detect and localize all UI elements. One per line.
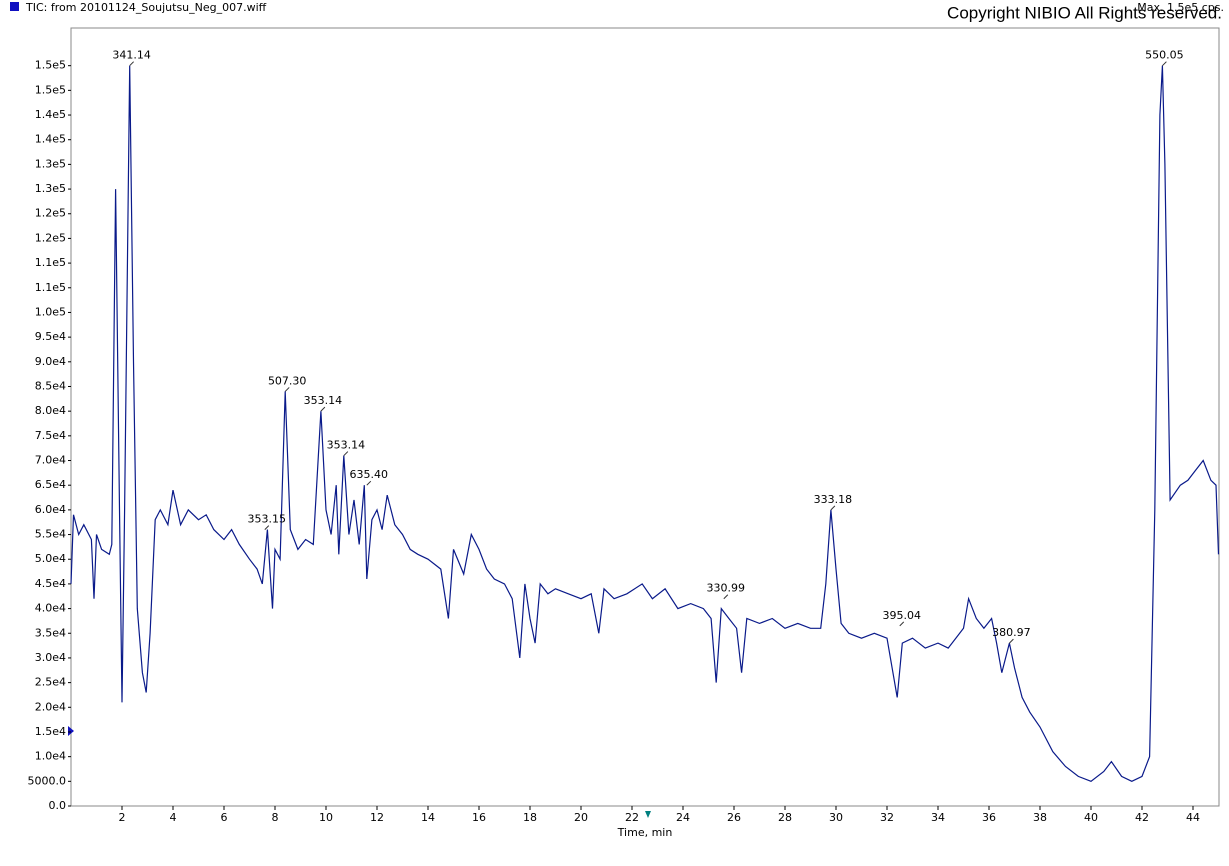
peak-label: 550.05 — [1145, 49, 1184, 62]
peak-label: 333.18 — [814, 493, 853, 506]
y-tick-label: 1.4e5 — [35, 133, 66, 146]
y-tick-label: 1.0e5 — [35, 305, 66, 318]
x-tick-label: 38 — [1033, 811, 1047, 824]
y-marker — [68, 726, 74, 736]
annotation-leader — [264, 525, 270, 530]
y-tick-label: 1.1e5 — [35, 256, 66, 269]
annotation-leader — [1009, 638, 1014, 644]
annotation-leader — [320, 406, 326, 412]
y-tick-label: 5000.0 — [28, 774, 67, 787]
annotation-leader — [343, 451, 349, 456]
annotation-leader — [284, 387, 290, 392]
y-tick-label: 0.0 — [49, 799, 67, 812]
peak-label: 395.04 — [883, 609, 922, 622]
annotation-leader — [129, 61, 135, 67]
peak-label: 507.30 — [268, 374, 307, 387]
y-tick-label: 5.0e4 — [35, 552, 66, 565]
peak-label: 341.14 — [112, 49, 151, 62]
x-axis-label: Time, min — [617, 826, 673, 839]
chart-title: TIC: from 20101124_Soujutsu_Neg_007.wiff — [25, 1, 267, 14]
x-tick-label: 10 — [319, 811, 333, 824]
x-tick-label: 34 — [931, 811, 945, 824]
y-tick-label: 3.0e4 — [35, 651, 66, 664]
annotation-leader — [366, 480, 372, 486]
copyright: Copyright NIBIO All Rights reserved. — [947, 3, 1222, 22]
y-tick-label: 1.2e5 — [35, 231, 66, 244]
chromatogram-line — [70, 65, 1220, 782]
y-tick-label: 2.0e4 — [35, 700, 66, 713]
x-tick-label: 36 — [982, 811, 996, 824]
x-tick-label: 8 — [272, 811, 279, 824]
x-tick-label: 20 — [574, 811, 588, 824]
y-tick-label: 8.5e4 — [35, 379, 66, 392]
y-tick-label: 6.0e4 — [35, 503, 66, 516]
annotation-leader — [830, 505, 836, 511]
x-tick-label: 12 — [370, 811, 384, 824]
y-tick-label: 8.0e4 — [35, 404, 66, 417]
peak-label: 635.40 — [350, 468, 389, 481]
y-tick-label: 4.0e4 — [35, 602, 66, 615]
y-tick-label: 7.0e4 — [35, 454, 66, 467]
annotation-leader — [723, 594, 729, 600]
y-tick-label: 3.5e4 — [35, 626, 66, 639]
x-tick-label: 26 — [727, 811, 741, 824]
y-tick-label: 1.3e5 — [35, 157, 66, 170]
x-marker — [645, 811, 651, 818]
peak-label: 353.14 — [304, 394, 343, 407]
y-tick-label: 5.5e4 — [35, 528, 66, 541]
y-tick-label: 1.5e5 — [35, 59, 66, 72]
peak-label: 353.14 — [327, 439, 366, 452]
x-tick-label: 42 — [1135, 811, 1149, 824]
peak-label: 380.97 — [992, 626, 1031, 639]
x-tick-label: 4 — [170, 811, 177, 824]
y-tick-label: 1.5e4 — [35, 725, 66, 738]
y-tick-label: 1.1e5 — [35, 281, 66, 294]
subtitle: Max. 1.5e5 cps. — [1137, 1, 1224, 14]
x-tick-label: 6 — [221, 811, 228, 824]
y-tick-label: 6.5e4 — [35, 478, 66, 491]
y-tick-label: 1.4e5 — [35, 108, 66, 121]
y-tick-label: 4.5e4 — [35, 577, 66, 590]
legend-swatch — [10, 2, 19, 11]
x-tick-label: 40 — [1084, 811, 1098, 824]
y-tick-label: 9.5e4 — [35, 330, 66, 343]
annotation-leader — [899, 621, 905, 627]
y-tick-label: 1.0e4 — [35, 750, 66, 763]
x-tick-label: 30 — [829, 811, 843, 824]
x-tick-label: 2 — [119, 811, 126, 824]
y-tick-label: 2.5e4 — [35, 676, 66, 689]
x-tick-label: 22 — [625, 811, 639, 824]
x-tick-label: 28 — [778, 811, 792, 824]
peak-label: 330.99 — [707, 582, 746, 595]
x-tick-label: 44 — [1186, 811, 1200, 824]
y-tick-label: 1.3e5 — [35, 182, 66, 195]
y-tick-label: 1.5e5 — [35, 83, 66, 96]
x-tick-label: 32 — [880, 811, 894, 824]
y-tick-label: 1.2e5 — [35, 207, 66, 220]
x-tick-label: 24 — [676, 811, 690, 824]
y-tick-label: 9.0e4 — [35, 355, 66, 368]
peak-label: 353.15 — [248, 513, 287, 526]
x-tick-label: 16 — [472, 811, 486, 824]
x-tick-label: 18 — [523, 811, 537, 824]
annotation-leader — [1162, 61, 1167, 67]
plot-frame — [70, 27, 1220, 807]
x-tick-label: 14 — [421, 811, 435, 824]
y-tick-label: 7.5e4 — [35, 429, 66, 442]
